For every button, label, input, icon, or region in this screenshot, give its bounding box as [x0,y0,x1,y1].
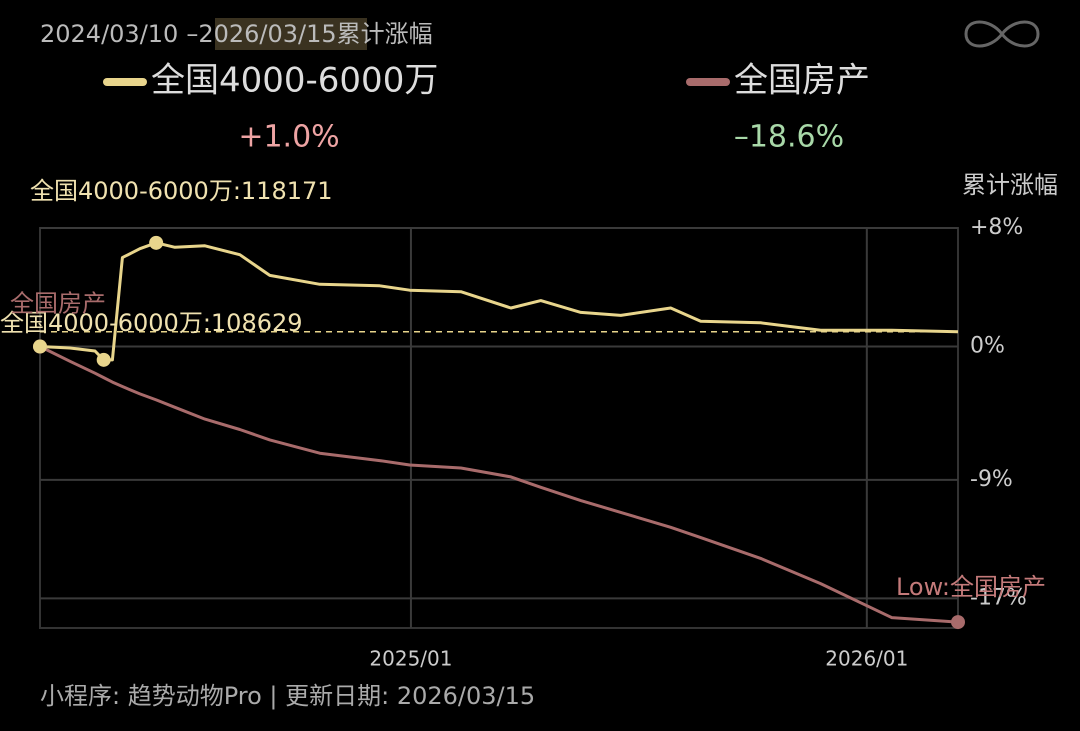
y-tick-label: +8% [970,215,1023,240]
series-line [39,241,959,362]
min-annotation: 全国4000-6000万:108629 [0,309,303,337]
legend-label: 全国房产 [734,61,870,101]
series-line [39,345,959,624]
point-marker [33,339,47,354]
start-date: 2024/03/10 [40,20,178,48]
legend-value: +1.0% [238,120,339,155]
x-tick-label: 2025/01 [369,647,452,671]
header: 2024/03/10 –2026/03/15累计涨幅 [40,20,433,48]
point-marker [149,235,164,250]
footer: 小程序: 趋势动物Pro | 更新日期: 2026/03/15 [40,682,535,710]
legend-value: –18.6% [734,120,844,155]
legend-label: 全国4000-6000万 [151,61,438,101]
y-tick-label: -9% [970,467,1013,492]
start-annotation: 全国房产 [10,290,106,318]
max-annotation: 全国4000-6000万:118171 [30,177,333,205]
point-marker [96,352,111,367]
separator: – [186,20,198,48]
point-marker [951,615,965,630]
date-highlight [215,18,367,50]
y-tick-label: 0% [970,334,1005,359]
header-title: 累计涨幅 [337,20,433,48]
y-axis-title: 累计涨幅 [962,171,1058,199]
end-date: 2026/03/15 [198,20,336,48]
low-annotation: Low:全国房产 [896,573,1046,601]
x-tick-label: 2026/01 [825,647,908,671]
y-tick-label: -17% [970,585,1027,610]
infinity-icon [964,20,1040,48]
